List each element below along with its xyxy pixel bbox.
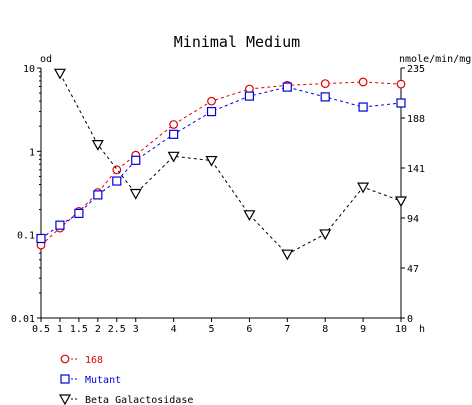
series-line-beta-galactosidase	[59, 73, 402, 255]
x-axis-ticks: 0.5 1 1.5 2 2.5 3 4 5 6 7 8 9 10	[32, 318, 407, 335]
data-point-beta-galactosidase	[129, 188, 142, 200]
y-right-tick-label: 0	[407, 314, 413, 325]
x-tick-label: 2	[95, 324, 101, 335]
x-tick-label: 1	[57, 324, 63, 335]
data-point-mutant	[55, 220, 65, 230]
data-point-mutant	[206, 106, 217, 117]
legend-marker-beta-galactosidase	[58, 394, 72, 405]
y-left-axis-label: od	[40, 54, 52, 65]
data-point-mutant	[320, 92, 330, 102]
legend-label-beta-galactosidase: Beta Galactosidase	[85, 395, 193, 405]
data-point-168	[358, 77, 368, 87]
x-axis-unit-label: h	[419, 324, 425, 335]
x-tick-label: 2.5	[108, 324, 126, 335]
legend-marker-168	[60, 354, 70, 364]
data-point-mutant	[358, 102, 368, 112]
data-point-beta-galactosidase	[319, 229, 332, 241]
legend-marker-mutant	[60, 374, 70, 384]
y-right-tick-label: 141	[407, 164, 425, 175]
data-point-168	[396, 79, 406, 89]
data-point-mutant	[74, 208, 84, 218]
y-right-tick-label: 188	[407, 114, 425, 125]
data-point-mutant	[93, 190, 103, 200]
chart-title: Minimal Medium	[174, 33, 300, 51]
series-line-168	[40, 81, 402, 246]
y-right-axis-label: nmole/min/mg	[399, 54, 471, 65]
data-point-168	[169, 120, 179, 129]
x-tick-label: 7	[284, 324, 290, 335]
y-left-axis-ticks: 10 1 0.1 0.01	[11, 64, 41, 325]
x-tick-label: 0.5	[32, 324, 50, 335]
x-tick-label: 6	[246, 324, 252, 335]
y-left-tick-label: 0.01	[11, 314, 35, 325]
x-tick-label: 5	[209, 324, 215, 335]
x-tick-label: 8	[322, 324, 328, 335]
series-mutant	[36, 82, 406, 244]
y-left-tick-label: 10	[23, 64, 35, 75]
data-point-beta-galactosidase	[281, 249, 294, 261]
data-point-beta-galactosidase	[243, 210, 256, 222]
x-tick-label: 1.5	[70, 324, 88, 335]
data-point-mutant	[396, 98, 406, 108]
data-point-beta-galactosidase	[91, 139, 104, 151]
data-point-beta-galactosidase	[394, 196, 408, 208]
y-right-tick-label: 47	[407, 264, 419, 275]
legend: 168 Mutant Beta Galactosidase	[58, 354, 193, 405]
data-point-mutant	[244, 91, 255, 101]
data-point-mutant	[112, 176, 122, 186]
series-layer	[36, 68, 408, 261]
data-point-beta-galactosidase	[167, 151, 180, 163]
legend-label-168: 168	[85, 355, 103, 366]
data-point-beta-galactosidase	[205, 155, 218, 167]
data-point-mutant	[36, 233, 46, 244]
data-point-mutant	[169, 129, 179, 139]
legend-label-mutant: Mutant	[85, 375, 121, 386]
x-tick-label: 3	[133, 324, 139, 335]
data-point-mutant	[131, 155, 141, 165]
data-point-beta-galactosidase	[53, 68, 66, 80]
y-left-tick-label: 0.1	[17, 231, 35, 242]
x-tick-label: 4	[171, 324, 177, 335]
series-line-mutant	[40, 86, 402, 239]
series-168	[36, 77, 406, 250]
x-tick-label: 9	[360, 324, 366, 335]
y-right-axis-ticks: 235 188 141 94 47 0	[401, 64, 425, 325]
data-point-168	[320, 79, 330, 88]
y-right-tick-label: 235	[407, 64, 425, 75]
series-beta-galactosidase	[53, 68, 408, 261]
data-point-mutant	[282, 82, 292, 92]
data-point-168	[207, 96, 216, 106]
y-right-tick-label: 94	[407, 214, 419, 225]
y-left-tick-label: 1	[29, 147, 35, 158]
x-tick-label: 10	[395, 324, 407, 335]
data-point-beta-galactosidase	[357, 182, 370, 194]
